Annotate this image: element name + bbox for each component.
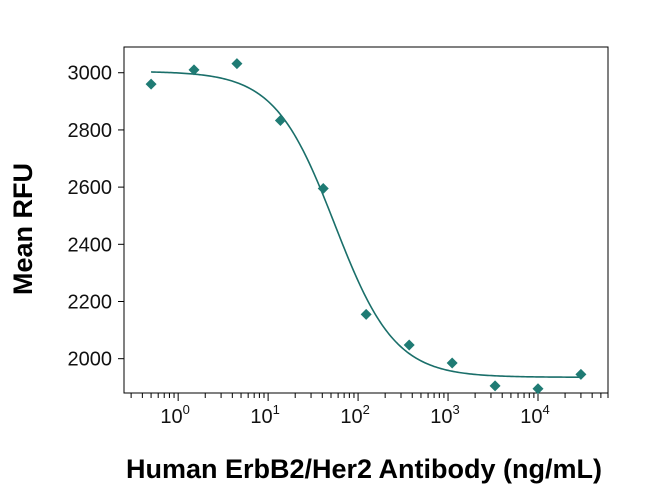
data-point [231,58,243,70]
data-point [274,114,286,126]
data-point [317,183,329,195]
data-point [446,357,458,369]
data-point [532,383,544,395]
data-point [575,368,587,380]
x-tick-label: 104 [520,402,549,428]
x-axis-title: Human ErbB2/Her2 Antibody (ng/mL) [126,454,602,484]
y-tick-label: 3000 [68,63,113,85]
y-tick-label: 2000 [68,349,113,371]
x-tick-label: 103 [430,402,459,428]
y-tick-label: 2800 [68,120,113,142]
y-tick-label: 2200 [68,291,113,313]
x-tick-label: 102 [340,402,369,428]
data-points [145,58,587,395]
data-point [145,78,157,90]
data-point [489,380,501,392]
plot-frame [123,46,609,394]
data-point [188,64,200,76]
fit-curve [151,71,581,378]
x-axis: 100 101 102 103 104 [130,393,609,428]
data-point [360,308,372,320]
x-tick-label: 100 [160,402,189,428]
data-point [403,339,415,351]
y-tick-label: 2400 [68,234,113,256]
x-tick-label: 101 [250,402,279,428]
y-axis-title: Mean RFU [8,163,38,295]
y-axis: 2000 2200 2400 2600 2800 3000 [68,63,124,371]
y-tick-label: 2600 [68,177,113,199]
